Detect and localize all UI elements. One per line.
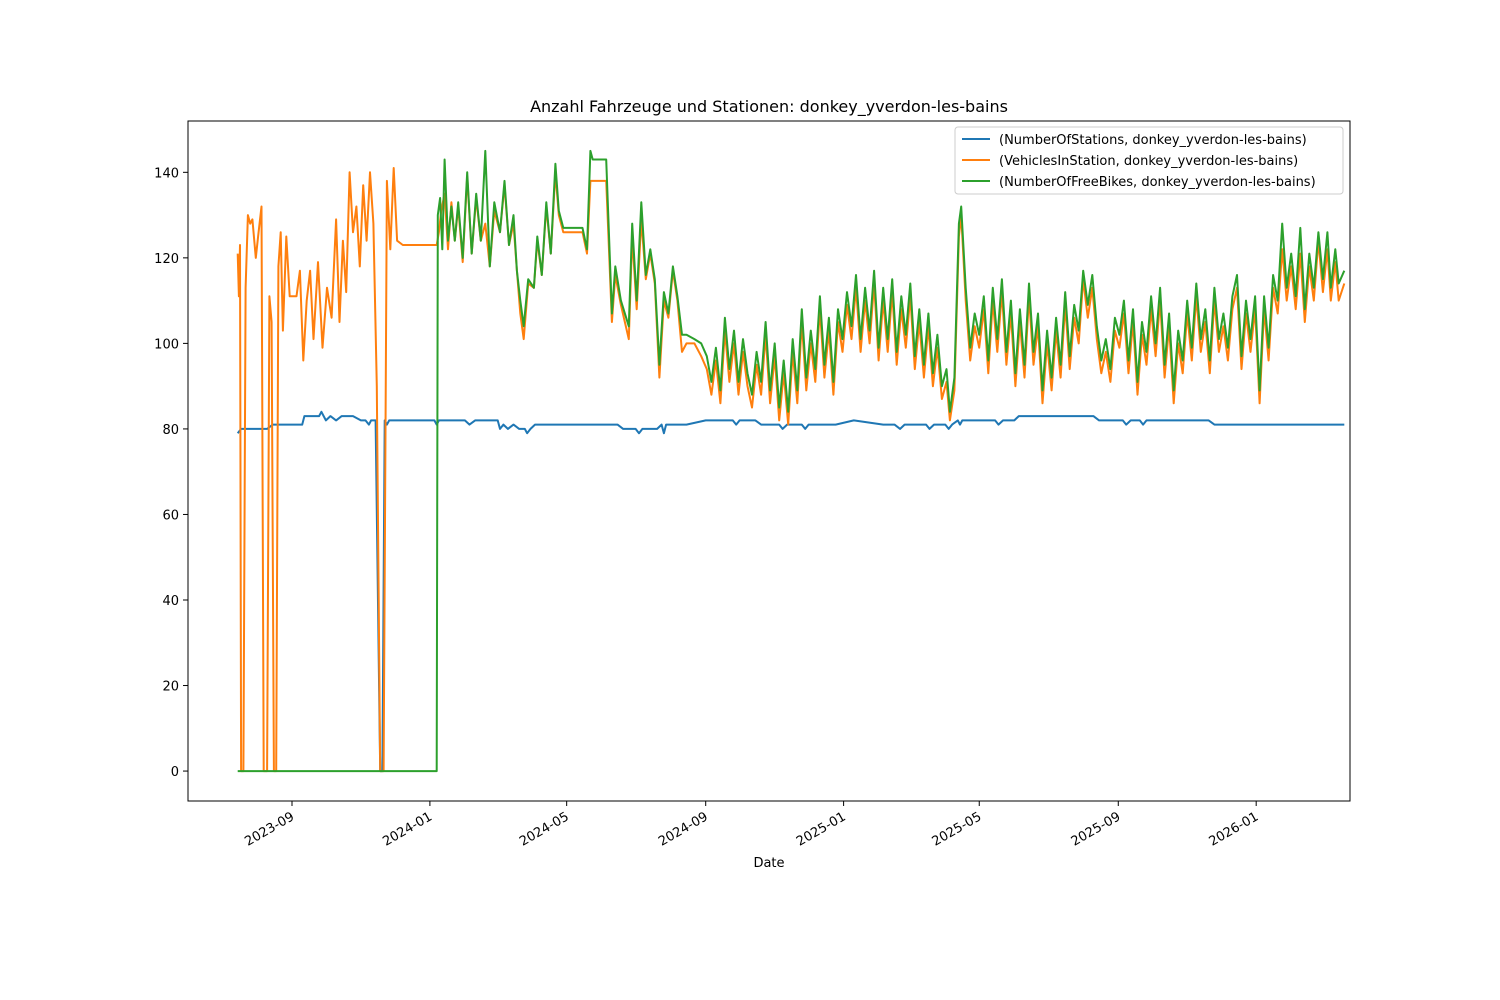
y-tick-label: 100: [154, 337, 179, 352]
series-line-vehicles-in-station: [236, 167, 1346, 773]
series-line-number-of-stations: [236, 410, 1345, 773]
plot-area-frame: [187, 120, 1351, 802]
y-tick-label: 40: [162, 594, 179, 609]
series-line-number-of-free-bikes: [237, 149, 1346, 773]
y-tick-label: 120: [154, 252, 179, 267]
y-tick-label: 20: [162, 680, 179, 695]
x-axis-label: Date: [753, 856, 784, 871]
chart-title: Anzahl Fahrzeuge und Stationen: donkey_y…: [530, 97, 1008, 117]
y-tick-label: 140: [154, 166, 179, 181]
legend-label-vehicles: (VehiclesInStation, donkey_yverdon-les-b…: [999, 154, 1298, 169]
legend-box: [954, 126, 1344, 195]
plot-series: [236, 149, 1346, 773]
legend: (NumberOfStations, donkey_yverdon-les-ba…: [954, 126, 1344, 195]
legend-label-free-bikes: (NumberOfFreeBikes, donkey_yverdon-les-b…: [999, 175, 1316, 190]
y-tick-label: 0: [171, 765, 179, 780]
y-axis: 0 20 40 60 80 100 120 140: [154, 166, 188, 780]
y-tick-label: 60: [162, 508, 179, 523]
y-tick-label: 80: [162, 423, 179, 438]
legend-label-stations: (NumberOfStations, donkey_yverdon-les-ba…: [999, 133, 1307, 148]
